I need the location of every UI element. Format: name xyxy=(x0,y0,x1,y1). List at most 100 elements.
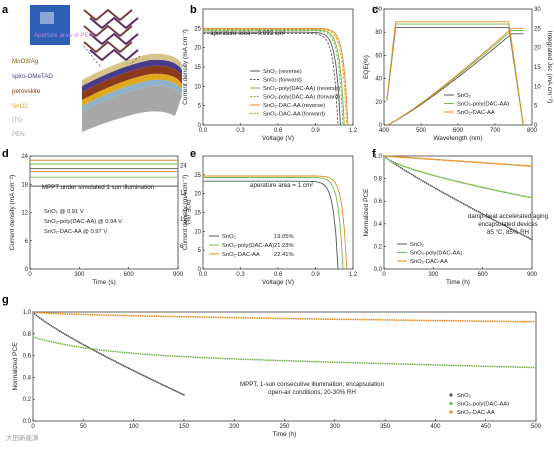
data-point xyxy=(384,319,386,321)
data-point xyxy=(94,350,96,352)
data-point xyxy=(329,318,332,321)
data-point xyxy=(57,329,59,331)
data-point xyxy=(449,159,452,162)
data-point xyxy=(484,187,487,190)
data-point xyxy=(400,363,402,365)
legend-entry: SnO₂-DAC-AA (reverse) xyxy=(263,103,325,109)
data-point xyxy=(311,318,313,320)
data-point xyxy=(418,157,420,160)
y-tick-label: 100 xyxy=(372,7,383,13)
x-axis-title: Voltage (V) xyxy=(262,279,294,286)
data-point xyxy=(503,365,505,368)
data-point xyxy=(87,313,89,316)
legend-entry: SnO₂-poly(DAC-AA) xyxy=(222,243,274,249)
data-point xyxy=(98,314,101,316)
data-point xyxy=(340,361,343,364)
data-point xyxy=(301,317,304,320)
data-point xyxy=(39,338,41,340)
data-point xyxy=(283,359,286,362)
data-point xyxy=(338,361,341,364)
data-point xyxy=(396,164,398,167)
data-point xyxy=(67,335,70,337)
data-point xyxy=(381,362,384,365)
data-point xyxy=(132,369,135,372)
data-point xyxy=(484,320,487,323)
data-point xyxy=(372,362,375,365)
data-point xyxy=(40,318,43,320)
data-point xyxy=(50,340,53,343)
data-point xyxy=(407,319,409,322)
x-tick-label: 400 xyxy=(430,424,441,430)
data-point xyxy=(457,180,459,183)
data-point xyxy=(499,222,502,225)
data-point xyxy=(519,320,521,323)
data-point xyxy=(258,317,261,319)
data-point xyxy=(183,393,185,396)
x-axis-title: Time (h) xyxy=(446,279,470,286)
data-point xyxy=(427,173,430,175)
data-point xyxy=(390,155,393,158)
data-point xyxy=(448,319,450,322)
data-point xyxy=(151,315,153,317)
data-point xyxy=(363,318,366,321)
electrode-layer xyxy=(82,53,182,86)
data-point xyxy=(43,339,46,341)
data-point xyxy=(103,349,105,352)
data-point xyxy=(527,165,530,167)
data-point xyxy=(529,196,531,199)
y-tick-label: 6 xyxy=(25,239,29,245)
data-point xyxy=(162,384,165,387)
data-point xyxy=(416,363,418,366)
data-point xyxy=(123,351,126,354)
perovskite-layer xyxy=(82,65,182,100)
data-point xyxy=(494,162,496,165)
y2-tick-label: 15 xyxy=(534,65,541,71)
data-point xyxy=(507,226,509,229)
data-point xyxy=(288,359,290,362)
data-point xyxy=(50,312,53,315)
data-point xyxy=(260,359,263,361)
data-point xyxy=(459,364,462,367)
data-point xyxy=(444,177,446,180)
data-point xyxy=(440,190,443,193)
data-point xyxy=(43,320,46,323)
data-point xyxy=(253,358,256,361)
data-point xyxy=(304,360,306,363)
data-point xyxy=(116,351,119,353)
data-point xyxy=(516,231,519,234)
data-point xyxy=(409,172,411,175)
data-point xyxy=(418,170,420,173)
data-point xyxy=(497,221,500,224)
data-point xyxy=(405,170,408,173)
data-point xyxy=(496,189,498,192)
data-point xyxy=(74,339,76,341)
data-point xyxy=(242,358,245,361)
data-point xyxy=(442,177,445,179)
data-point xyxy=(505,225,507,228)
data-point xyxy=(397,363,400,365)
data-point xyxy=(153,354,156,356)
y-tick-label: 5 xyxy=(198,248,202,254)
data-point xyxy=(405,166,408,169)
data-point xyxy=(368,362,370,364)
data-point xyxy=(464,182,467,185)
data-point xyxy=(370,362,373,365)
photo-highlight xyxy=(40,12,54,24)
mppt-tracking-chart: 0 300 600 900 0 6 12 18 24 Time (s) Current densit… xyxy=(9,154,191,286)
perovskite-lattice-icon xyxy=(80,6,142,64)
data-point xyxy=(447,159,450,162)
mppt-stability-annotation: open-air conditions, 20-30% RH xyxy=(268,389,356,396)
data-point xyxy=(87,347,89,350)
data-point xyxy=(231,316,233,319)
data-point xyxy=(116,314,119,317)
data-point xyxy=(493,320,496,323)
data-point xyxy=(386,155,389,158)
data-point xyxy=(210,357,213,359)
data-point xyxy=(345,318,348,321)
data-point xyxy=(473,320,476,322)
data-point xyxy=(507,320,510,323)
y-tick-label: 0 xyxy=(198,123,202,129)
x-tick-label: 600 xyxy=(453,128,464,134)
y2-axis-title: PCE (%) xyxy=(184,199,191,224)
data-point xyxy=(313,360,316,363)
